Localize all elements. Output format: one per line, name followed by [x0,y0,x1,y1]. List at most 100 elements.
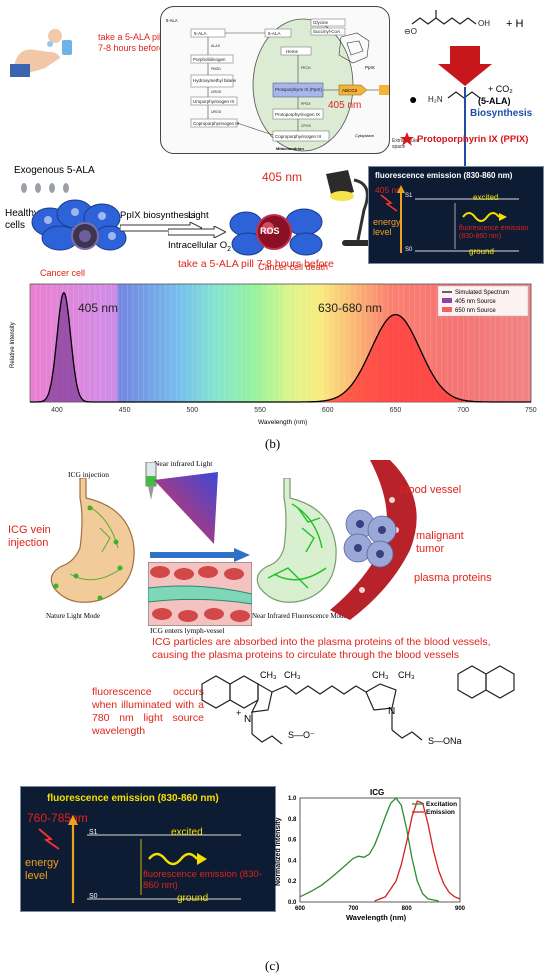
energy-excited-c: excited [171,827,203,838]
energy-ground-c: ground [177,893,209,904]
node-glycine: Glycine [313,20,329,25]
reaction-plus: + H [506,18,524,30]
energy-diagram-c: fluorescence emission (830-860 nm) 760-7… [20,786,276,912]
legend-650: 650 nm Source [455,308,496,314]
nir-light-triangle [154,472,218,544]
energy-s1-b: S1 [405,193,413,199]
drops-icon [21,183,69,193]
icg-y-tick: 0.0 [288,900,297,906]
node-protogen: Protoporphyrinogen IX [275,112,320,117]
cells-right [229,208,323,256]
icg-legend: Excitation Emission [412,801,457,816]
reaction-products: + CO₂ [488,84,513,94]
spectrum-chart: 400 450 500 550 600 650 700 750 Relative Intens… [10,283,537,426]
energy-excite-b: 405 nm [375,185,404,195]
reaction-diagram: ⊖O OH ● H₂N [404,10,492,176]
reaction-arrow [438,46,492,86]
x-tick-label: 500 [186,407,198,414]
energy-s0-b: S0 [405,247,413,253]
energy-title-c: fluorescence emission (830-860 nm) [47,793,219,804]
syringe-icon [145,462,157,500]
node-5ala-cyto: 5-ALA [194,31,207,36]
nir-mode-label: Near Infrared Fluorescence Mode [252,612,347,620]
stomach-natural [50,478,135,603]
svg-text:ALAS: ALAS [211,44,221,48]
icg-y-tick: 1.0 [288,796,297,802]
light-label: Light [188,210,209,221]
icg-x-tick: 800 [402,906,413,912]
spectrum-xlabel: Wavelength (nm) [258,419,307,426]
chem-ch3d: CH₃ [398,670,415,680]
x-tick-label: 750 [525,407,537,414]
enzyme-label: 5-ALA [166,18,178,23]
fluor-note: fluorescence occurs when illuminated wit… [92,686,204,737]
x-tick-label: 600 [322,407,334,414]
energy-diagram-b: fluorescence emission (830-860 nm) 405 n… [368,166,544,264]
chem-so3na: S—ONa [428,736,462,746]
svg-text:H₂N: H₂N [428,95,443,104]
icg-x-tick: 600 [295,906,306,912]
node-heme: Heme [286,49,299,54]
energy-svg-c [38,815,241,903]
icg-structure: S—O⁻ S—ONa N + N CH₃ CH₃ CH₃ CH₃ [201,665,515,746]
energy-emission-c: fluorescence emission (830-860 nm) [143,869,262,891]
ppix-biosynthesis-label: PpIX biosynthesis [120,210,196,221]
icg-injection-label: ICG injection [68,470,110,479]
energy-excited-b: excited [473,193,499,202]
abcg2-1: ABCG2 [342,88,358,93]
healthy-cells-label: Healthy cells [5,208,39,231]
malignant-label: malignant tumor [416,530,464,555]
nature-mode-label: Nature Light Mode [46,612,101,620]
energy-ground-b: ground [469,247,494,256]
energy-level-c: energy level [25,857,59,882]
node-uro: Uroporphyrinogen III [193,99,234,104]
ppix-product-label: Protoporphyrin IX (PPIX) [417,134,529,145]
mitochondrion-label: Mitochondrion [276,146,304,151]
svg-text:UROS: UROS [211,90,222,94]
x-tick-label: 450 [119,407,131,414]
node-pbg: Porphobilinogen [193,57,226,62]
x-tick-label: 400 [51,407,63,414]
energy-s0-c: S0 [89,893,98,900]
spectrum-line [30,291,531,403]
svg-text:UROD: UROD [211,110,222,114]
annotation-650: 630-680 nm [318,301,382,315]
cancer-death-label: Cancer cell death [258,262,329,272]
pathway-wavelength: 405 nm [328,100,362,111]
energy-emission-b: fluorescence emission (830-860 nm) [459,225,529,240]
stomach-nir [256,478,337,603]
node-5ala-mito: 5-ALA [268,31,281,36]
icg-xlabel: Wavelength (nm) [346,913,407,922]
annotation-405: 405 nm [78,301,118,315]
emission-line [374,800,461,902]
panel-b-label: (b) [265,436,281,451]
chem-ch3a: CH₃ [260,670,277,680]
icg-y-tick: 0.4 [288,858,297,864]
node-copro-mito: Coproporphyrinogen III [275,134,321,139]
source-peak-650 [298,314,494,402]
icg-ylabel: Normalized Intensity [275,817,282,886]
spectrum-legend: Simulated Spectrum 405 nm Source 650 nm … [437,285,529,317]
lymph-label: ICG enters lymph-vessel [150,626,225,635]
mode-arrow [150,548,250,562]
node-ppix: Protoporphyrin IX (PpIX) [275,87,322,92]
ppix-molecule [338,32,370,64]
legend-emission: Emission [426,809,455,816]
tumor-vessel-illustration [330,460,417,620]
node-hmb: Hydroxymethyl bilane [193,78,237,83]
energy-title-b: fluorescence emission (830-860 nm) [375,171,513,180]
chem-so3: S—O⁻ [288,730,315,740]
lymph-vessel-inset [148,562,252,626]
cytoplasm-label: Cytoplasm [355,133,375,138]
icg-y-tick: 0.2 [288,879,297,885]
ppix-star-icon [400,132,414,146]
icg-x-tick: 900 [455,906,466,912]
exogenous-label: Exogenous 5-ALA [14,165,95,176]
intracellular-label: Intracellular O2 [168,240,232,253]
chem-plus: + [236,708,241,718]
icg-title: ICG [370,788,384,797]
svg-text:OH: OH [478,19,490,28]
reaction-label: (5-ALA) [478,96,511,106]
pathway-diagram: 5-ALA Porphobilinogen Hydroxymethyl bila… [160,6,390,154]
energy-s1-c: S1 [89,829,98,836]
